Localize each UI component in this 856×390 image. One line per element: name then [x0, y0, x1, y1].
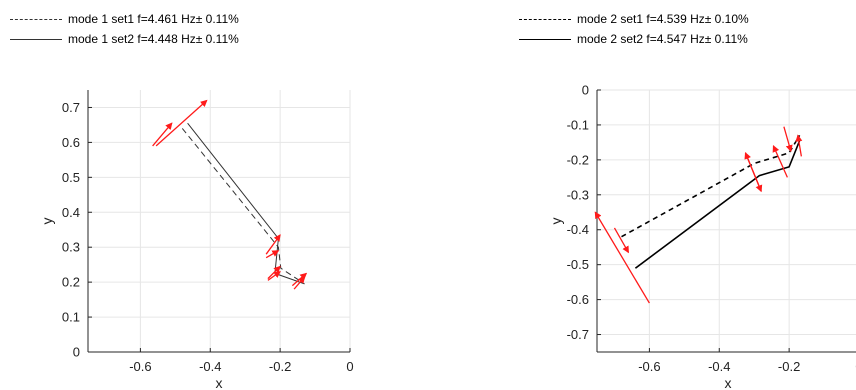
y-tick-label: 0	[73, 345, 80, 360]
legend-label: mode 2 set2 f=4.547 Hz± 0.11%	[577, 32, 748, 46]
y-tick-label: 0.3	[62, 240, 80, 255]
y-tick-label: -0.4	[567, 222, 589, 237]
displacement-arrow	[783, 126, 793, 153]
x-tick-label: 0	[346, 359, 353, 374]
legend-entry: mode 1 set2 f=4.448 Hz± 0.11%	[10, 29, 239, 49]
legend-swatch-dashed	[519, 18, 571, 20]
y-tick-label: -0.7	[567, 327, 589, 342]
displacement-arrow	[265, 234, 281, 255]
y-tick-label: 0	[582, 83, 589, 98]
displacement-arrow	[772, 144, 788, 178]
y-tick-label: 0.4	[62, 205, 80, 220]
y-tick-label: -0.3	[567, 187, 589, 202]
displacement-arrow	[594, 211, 650, 304]
series-line-solid	[634, 140, 801, 269]
x-tick-label: -0.6	[638, 359, 660, 374]
x-tick-label: -0.2	[269, 359, 291, 374]
displacement-arrow	[613, 227, 630, 254]
x-tick-label: -0.6	[129, 359, 151, 374]
y-tick-label: -0.6	[567, 292, 589, 307]
displacement-arrow	[265, 250, 280, 259]
y-axis-label: y	[548, 218, 564, 225]
displacement-arrow	[291, 272, 308, 287]
y-tick-label: 0.5	[62, 170, 80, 185]
displacement-arrow	[744, 152, 763, 193]
y-tick-label: 0.7	[62, 100, 80, 115]
y-axis-label: y	[39, 218, 55, 225]
series-line-dashed	[181, 128, 300, 281]
x-tick-label: -0.4	[708, 359, 730, 374]
x-tick-label: -0.2	[778, 359, 800, 374]
y-tick-label: -0.1	[567, 117, 589, 132]
displacement-arrow	[267, 271, 281, 281]
legend-label: mode 2 set1 f=4.539 Hz± 0.10%	[577, 12, 749, 26]
legend-left: mode 1 set1 f=4.461 Hz± 0.11% mode 1 set…	[10, 9, 239, 49]
legend-right: mode 2 set1 f=4.539 Hz± 0.10% mode 2 set…	[519, 9, 749, 49]
legend-swatch-dashed	[10, 18, 62, 20]
y-tick-label: 0.1	[62, 310, 80, 325]
x-axis-label: x	[216, 375, 223, 390]
x-axis-label: x	[725, 375, 732, 390]
series-line-solid	[187, 122, 305, 285]
displacement-arrow	[155, 99, 208, 147]
displacement-arrow	[152, 122, 173, 147]
y-tick-label: 0.6	[62, 135, 80, 150]
legend-entry: mode 2 set1 f=4.539 Hz± 0.10%	[519, 9, 749, 29]
series-line-dashed	[621, 134, 801, 238]
displacement-arrow	[795, 134, 803, 157]
x-tick-label: -0.4	[199, 359, 221, 374]
legend-swatch-solid	[10, 38, 62, 40]
legend-label: mode 1 set2 f=4.448 Hz± 0.11%	[68, 32, 239, 46]
y-tick-label: -0.5	[567, 257, 589, 272]
legend-entry: mode 2 set2 f=4.547 Hz± 0.11%	[519, 29, 749, 49]
legend-entry: mode 1 set1 f=4.461 Hz± 0.11%	[10, 9, 239, 29]
y-tick-label: 0.2	[62, 275, 80, 290]
legend-swatch-solid	[519, 38, 571, 40]
y-tick-label: -0.2	[567, 152, 589, 167]
legend-label: mode 1 set1 f=4.461 Hz± 0.11%	[68, 12, 239, 26]
